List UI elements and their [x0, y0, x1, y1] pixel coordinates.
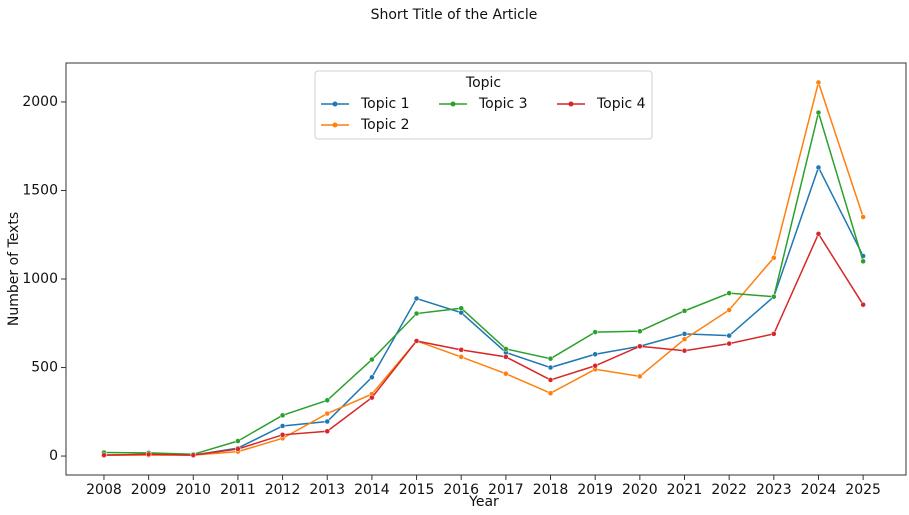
series-line	[103, 232, 864, 456]
y-tick-label: 1000	[22, 271, 58, 287]
data-point	[279, 412, 286, 419]
y-axis-label: Number of Texts	[6, 212, 22, 326]
data-point	[503, 354, 509, 360]
x-tick-label: 2018	[533, 482, 569, 498]
data-point	[458, 354, 464, 360]
data-point	[279, 432, 286, 438]
chart-title: Short Title of the Article	[371, 7, 538, 23]
data-point	[860, 214, 866, 220]
x-tick-label: 2011	[220, 482, 256, 498]
data-point	[726, 332, 732, 339]
legend-marker	[450, 101, 456, 107]
data-point	[369, 374, 375, 381]
legend-box	[314, 70, 653, 140]
data-point	[413, 338, 420, 344]
data-point	[190, 452, 197, 458]
series-line	[103, 79, 864, 456]
data-point	[503, 346, 509, 352]
x-axis-label: Year	[468, 494, 499, 510]
x-tick-label: 2009	[131, 482, 167, 498]
data-point	[815, 231, 822, 237]
data-point	[413, 310, 420, 317]
data-point	[324, 410, 330, 417]
data-point	[771, 331, 777, 337]
legend-label: Topic 4	[596, 96, 646, 112]
legend-marker	[332, 101, 338, 107]
data-point	[771, 255, 777, 261]
data-point	[726, 307, 732, 313]
x-tick-label: 2010	[175, 482, 211, 498]
data-point	[681, 347, 688, 354]
data-point	[503, 370, 509, 377]
data-point	[324, 428, 330, 435]
x-tick-label: 2022	[711, 482, 747, 498]
data-point	[681, 331, 688, 337]
data-point	[771, 293, 777, 300]
data-point	[815, 109, 822, 116]
data-point	[324, 418, 330, 425]
series-line	[103, 165, 864, 456]
y-tick-label: 1500	[22, 182, 58, 198]
x-tick-label: 2021	[667, 482, 703, 498]
data-point	[547, 377, 554, 383]
data-point	[547, 390, 554, 396]
data-point	[235, 446, 241, 452]
x-tick-label: 2019	[577, 482, 613, 498]
data-point	[860, 301, 866, 308]
data-point	[279, 423, 286, 429]
x-tick-label: 2024	[801, 482, 837, 498]
data-point	[860, 258, 866, 265]
x-tick-label: 2016	[443, 482, 479, 498]
data-point	[324, 397, 330, 404]
data-point	[458, 305, 464, 311]
data-point	[592, 329, 598, 335]
data-point	[369, 356, 375, 363]
x-tick-label: 2013	[309, 482, 345, 498]
data-point	[637, 328, 643, 334]
x-tick-label: 2012	[265, 482, 301, 498]
data-point	[637, 373, 643, 380]
legend-label: Topic 1	[360, 96, 410, 112]
plot-frame	[65, 62, 907, 476]
x-tick-label: 2015	[399, 482, 435, 498]
legend-label: Topic 2	[360, 117, 410, 133]
legend-title: Topic	[465, 75, 501, 91]
legend-label: Topic 3	[478, 96, 528, 112]
data-point	[369, 394, 375, 401]
x-tick-label: 2008	[86, 482, 122, 498]
x-tick-label: 2017	[488, 482, 524, 498]
x-tick-label: 2025	[845, 482, 881, 498]
data-point	[101, 452, 107, 458]
y-tick-label: 500	[31, 360, 58, 376]
data-point	[592, 351, 598, 358]
legend-marker	[332, 122, 338, 128]
data-point	[815, 164, 822, 171]
data-point	[637, 343, 643, 350]
legend-marker	[568, 101, 574, 107]
x-tick-label: 2014	[354, 482, 390, 498]
data-point	[815, 79, 822, 86]
x-tick-label: 2020	[622, 482, 658, 498]
data-point	[235, 438, 241, 444]
data-point	[726, 290, 732, 296]
data-point	[726, 340, 732, 347]
data-point	[547, 355, 554, 362]
data-point	[458, 347, 464, 353]
data-point	[413, 295, 420, 302]
data-point	[547, 364, 554, 371]
data-point	[681, 308, 688, 314]
data-point	[592, 363, 598, 369]
data-point	[145, 451, 152, 458]
y-tick-label: 2000	[22, 94, 58, 110]
y-tick-label: 0	[49, 448, 58, 464]
x-tick-label: 2023	[756, 482, 792, 498]
data-point	[681, 336, 688, 342]
series-line	[103, 109, 864, 456]
